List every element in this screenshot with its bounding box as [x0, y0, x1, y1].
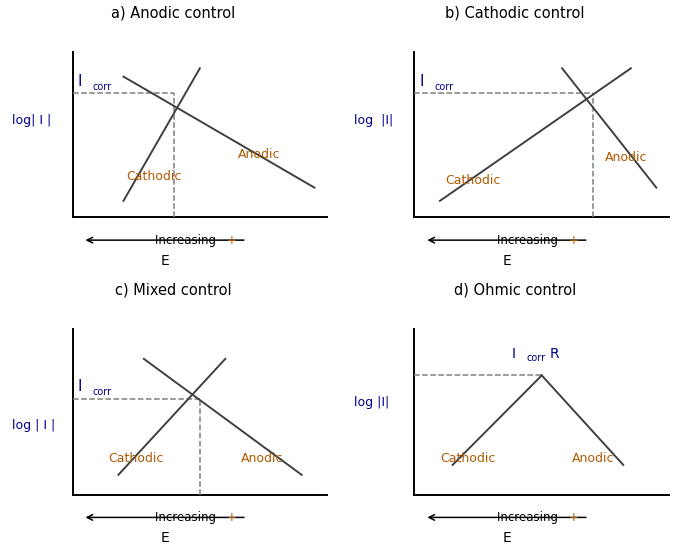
Text: Anodic: Anodic — [241, 452, 283, 465]
Text: I: I — [420, 74, 424, 88]
Text: log  |I|: log |I| — [354, 114, 394, 127]
Text: +: + — [568, 234, 579, 247]
Text: Increasing: Increasing — [497, 234, 561, 247]
Text: corr: corr — [93, 82, 112, 92]
Text: Anodic: Anodic — [605, 152, 648, 164]
Text: Increasing: Increasing — [155, 511, 219, 524]
Text: E: E — [502, 531, 511, 545]
Text: E: E — [160, 254, 169, 267]
Text: E: E — [502, 254, 511, 267]
Text: Anodic: Anodic — [238, 148, 281, 161]
Text: Cathodic: Cathodic — [126, 170, 182, 182]
Title: c) Mixed control: c) Mixed control — [115, 283, 231, 298]
Text: I: I — [78, 379, 82, 394]
Text: R: R — [550, 347, 559, 361]
Text: Cathodic: Cathodic — [108, 452, 164, 465]
Text: +: + — [568, 511, 579, 524]
Text: corr: corr — [526, 353, 546, 363]
Text: I: I — [78, 74, 82, 88]
Text: Cathodic: Cathodic — [440, 452, 495, 465]
Text: log | I |: log | I | — [12, 419, 56, 433]
Title: b) Cathodic control: b) Cathodic control — [445, 5, 585, 20]
Text: log| I |: log| I | — [12, 114, 52, 127]
Title: a) Anodic control: a) Anodic control — [111, 5, 235, 20]
Text: E: E — [160, 531, 169, 545]
Text: Increasing: Increasing — [155, 234, 219, 247]
Text: I: I — [511, 347, 515, 361]
Text: +: + — [226, 234, 237, 247]
Text: corr: corr — [435, 82, 454, 92]
Text: corr: corr — [93, 388, 112, 397]
Title: d) Ohmic control: d) Ohmic control — [454, 283, 576, 298]
Text: Anodic: Anodic — [572, 452, 615, 465]
Text: Cathodic: Cathodic — [445, 175, 500, 187]
Text: +: + — [226, 511, 237, 524]
Text: log |I|: log |I| — [354, 396, 389, 409]
Text: Increasing: Increasing — [497, 511, 561, 524]
